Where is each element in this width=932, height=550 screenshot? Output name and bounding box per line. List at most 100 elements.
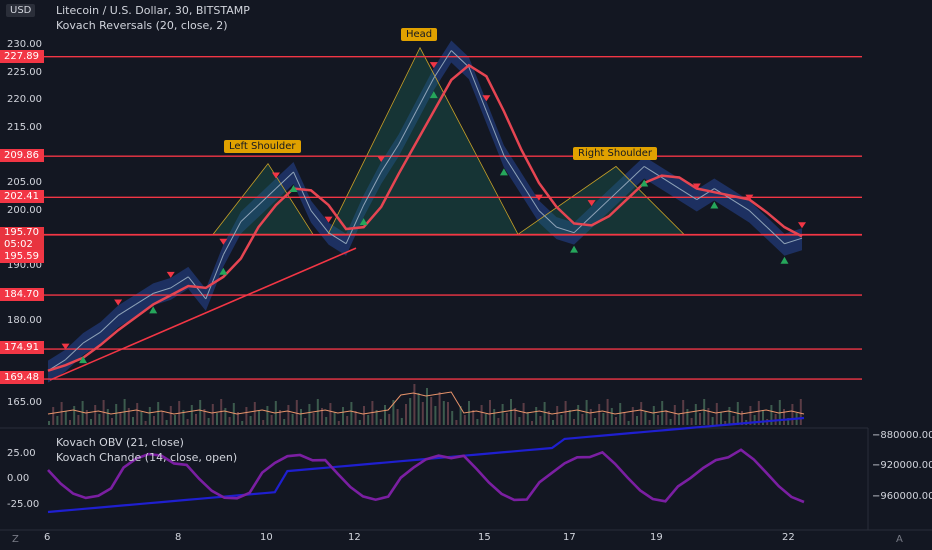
price-segment [485, 111, 505, 156]
volume-bar [379, 419, 382, 425]
volume-bar [249, 416, 252, 425]
volume-bar [140, 412, 143, 425]
zoom-icon[interactable]: Z [12, 534, 19, 545]
volume-bar [136, 403, 139, 425]
volume-bar [535, 407, 538, 425]
volume-bar [224, 408, 227, 425]
level-tag-202: 202.41 [0, 190, 44, 203]
volume-bar [489, 400, 491, 425]
volume-bar [77, 415, 80, 425]
volume-bar [623, 412, 626, 425]
volume-bar [497, 418, 500, 425]
volume-bar [552, 420, 554, 425]
auto-scale-icon[interactable]: A [896, 534, 903, 545]
chande-legend[interactable]: Kovach Chande (14, close, open) [56, 451, 238, 464]
axis-tick: 190.00 [7, 260, 42, 271]
sell-marker [534, 194, 543, 201]
volume-bar [262, 420, 265, 425]
price-segment [275, 171, 294, 189]
volume-bar [253, 402, 256, 425]
volume-bar [472, 410, 475, 425]
volume-bar [573, 419, 575, 425]
price-segment [240, 204, 259, 223]
volume-bar [190, 405, 193, 425]
volume-bar [325, 417, 328, 425]
volume-bar [270, 415, 273, 425]
lower-indicators [47, 416, 805, 514]
horizontal-levels [44, 55, 862, 380]
volume-bar [753, 415, 756, 425]
volume-bar [644, 411, 647, 425]
volume-bar [295, 400, 298, 425]
volume-bar [556, 406, 559, 425]
volume-bar [522, 403, 525, 425]
volume-bar [388, 414, 391, 425]
price-segment [450, 50, 470, 68]
volume-bar [531, 421, 533, 425]
lower-axis-tick: 0.00 [7, 473, 30, 484]
price-segment [784, 237, 803, 245]
right-axis-tick: −960000.00 [872, 491, 932, 502]
moving-average-line [47, 63, 803, 372]
price-segment [556, 226, 575, 234]
volume-bar [287, 405, 290, 425]
volume-bar [232, 403, 235, 425]
volume-bar [640, 402, 643, 425]
price-segment [345, 204, 365, 244]
volume-bar [589, 409, 592, 425]
time-tick: 17 [563, 532, 576, 543]
volume-bar [266, 406, 269, 425]
volume-bar [52, 407, 55, 425]
sell-marker [745, 194, 754, 201]
price-segment [293, 171, 312, 211]
right-axis-tick: −920000.00 [872, 460, 932, 471]
volume-bar [602, 413, 605, 425]
volume-bar [724, 421, 727, 425]
buy-marker [570, 245, 579, 253]
volume-bar [619, 403, 622, 425]
volume-bar [132, 417, 134, 425]
volume-bar [312, 413, 315, 425]
volume-bar [762, 410, 764, 425]
volume-bar [321, 408, 323, 425]
currency-badge[interactable]: USD [6, 4, 36, 17]
price-segment [661, 177, 680, 189]
volume-bar [627, 421, 630, 425]
price-segment [100, 315, 119, 333]
volume-bar [783, 409, 785, 425]
volume-bar [56, 416, 59, 425]
volume-bar [199, 400, 202, 425]
price-segment [65, 342, 84, 361]
volume-bar [90, 419, 92, 425]
volume-bar [673, 405, 676, 425]
axis-tick: 220.00 [7, 94, 42, 105]
volume-bar [363, 406, 365, 425]
volume-bar [711, 417, 714, 425]
volume-bar [526, 412, 529, 425]
left-shoulder-label: Left Shoulder [224, 140, 301, 153]
buy-marker [499, 168, 508, 176]
volume-bar [787, 418, 790, 425]
price-segment [521, 182, 540, 211]
price-segment [222, 221, 242, 255]
volume-bar [741, 411, 743, 425]
volume-bar [409, 398, 412, 425]
buy-marker [710, 201, 719, 209]
current-price-tag: 195.70 05:02 [0, 227, 44, 251]
obv-legend[interactable]: Kovach OBV (21, close) [56, 436, 184, 449]
buy-marker [219, 267, 228, 275]
volume-bar [631, 407, 634, 425]
price-segment [117, 304, 136, 316]
volume-ma-line [47, 391, 805, 415]
volume-bar [115, 404, 118, 425]
volume-bar [400, 418, 403, 425]
level-tag-169: 169.48 [0, 371, 44, 384]
volume-bar [291, 414, 294, 425]
volume-bar [64, 411, 67, 425]
volume-bar [413, 384, 416, 425]
indicator-legend[interactable]: Kovach Reversals (20, close, 2) [56, 19, 228, 32]
volume-bar [237, 412, 239, 425]
volume-bar [119, 413, 122, 425]
